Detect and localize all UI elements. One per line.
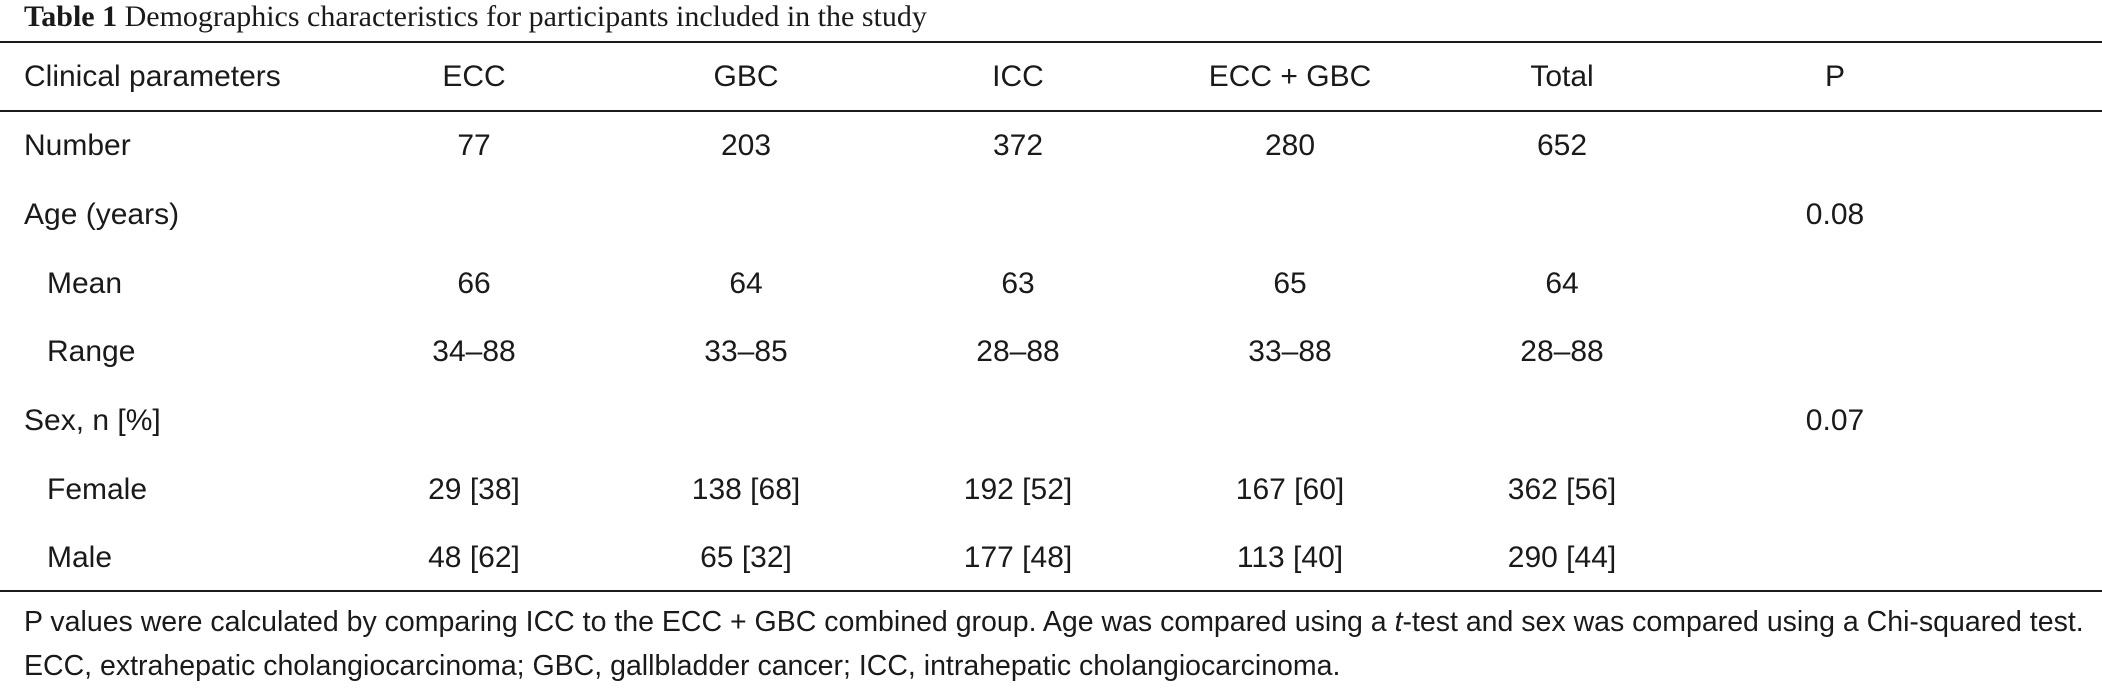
table-row-range: Range 34–88 33–85 28–88 33–88 28–88 <box>0 318 2102 387</box>
cell-ecc-gbc <box>1154 181 1426 250</box>
footnote-text-1: P values were calculated by comparing IC… <box>24 606 1395 638</box>
cell-gbc: 203 <box>720 129 772 163</box>
table-top-rule <box>0 41 2102 43</box>
row-label: Range <box>47 335 136 369</box>
cell-ecc-gbc: 167 [60] <box>1235 472 1345 506</box>
cell-p <box>1698 455 2102 524</box>
cell-total: 290 [44] <box>1507 541 1617 575</box>
cell-icc <box>882 181 1154 250</box>
row-label: Female <box>47 472 148 506</box>
table-bottom-rule <box>0 590 2102 592</box>
cell-ecc: 34–88 <box>432 335 516 369</box>
cell-gbc <box>610 387 882 456</box>
cell-p <box>1698 524 2102 593</box>
cell-icc: 63 <box>1001 266 1035 300</box>
table-row-male: Male 48 [62] 65 [32] 177 [48] 113 [40] 2… <box>0 524 2102 593</box>
cell-ecc: 66 <box>457 266 491 300</box>
cell-gbc: 138 [68] <box>691 472 801 506</box>
table-caption: Table 1 Demographics characteristics for… <box>24 0 927 38</box>
footnote-italic-t: t <box>1394 606 1403 638</box>
cell-ecc: 48 [62] <box>428 541 520 575</box>
header-clinical-parameters: Clinical parameters <box>0 44 338 112</box>
cell-ecc-gbc: 33–88 <box>1248 335 1332 369</box>
cell-gbc: 64 <box>729 266 763 300</box>
cell-p: 0.08 <box>1805 198 1865 232</box>
cell-gbc: 33–85 <box>704 335 788 369</box>
cell-ecc-gbc: 65 <box>1273 266 1307 300</box>
cell-p <box>1698 249 2102 318</box>
cell-ecc <box>338 181 610 250</box>
cell-total <box>1426 181 1698 250</box>
row-label: Mean <box>47 266 123 300</box>
row-label: Male <box>47 541 113 575</box>
row-label: Number <box>24 129 131 163</box>
cell-icc: 177 [48] <box>963 541 1073 575</box>
table-row-mean: Mean 66 64 63 65 64 <box>0 249 2102 318</box>
header-ecc: ECC <box>338 44 610 112</box>
cell-gbc <box>610 181 882 250</box>
table-footnote: P values were calculated by comparing IC… <box>24 600 2084 688</box>
cell-icc <box>882 387 1154 456</box>
footnote-text-2: -test and sex was compared using a Chi-s… <box>24 606 2084 682</box>
table-header-row: Clinical parameters ECC GBC ICC ECC + GB… <box>0 44 2102 112</box>
header-p: P <box>1698 44 2102 112</box>
cell-total: 64 <box>1545 266 1579 300</box>
cell-icc: 28–88 <box>976 335 1060 369</box>
header-total: Total <box>1426 44 1698 112</box>
row-label: Age (years) <box>24 198 180 232</box>
cell-ecc <box>338 387 610 456</box>
cell-icc: 192 [52] <box>963 472 1073 506</box>
cell-icc: 372 <box>992 129 1044 163</box>
cell-total: 28–88 <box>1520 335 1604 369</box>
table-row-female: Female 29 [38] 138 [68] 192 [52] 167 [60… <box>0 455 2102 524</box>
cell-total: 362 [56] <box>1507 472 1617 506</box>
demographics-table: Clinical parameters ECC GBC ICC ECC + GB… <box>0 44 2102 593</box>
cell-p: 0.07 <box>1805 404 1865 438</box>
table-row-age: Age (years) 0.08 <box>0 181 2102 250</box>
cell-p <box>1698 318 2102 387</box>
table-caption-text: Demographics characteristics for partici… <box>124 0 927 33</box>
header-gbc: GBC <box>610 44 882 112</box>
cell-gbc: 65 [32] <box>700 541 792 575</box>
header-ecc-gbc: ECC + GBC <box>1154 44 1426 112</box>
table-caption-label: Table 1 <box>24 0 118 33</box>
cell-ecc-gbc: 280 <box>1264 129 1316 163</box>
cell-total <box>1426 387 1698 456</box>
row-label: Sex, n [%] <box>24 404 161 438</box>
cell-total: 652 <box>1536 129 1588 163</box>
table-row-number: Number 77 203 372 280 652 <box>0 111 2102 181</box>
cell-p <box>1698 111 2102 181</box>
cell-ecc-gbc <box>1154 387 1426 456</box>
header-icc: ICC <box>882 44 1154 112</box>
table-row-sex: Sex, n [%] 0.07 <box>0 387 2102 456</box>
cell-ecc: 29 [38] <box>428 472 520 506</box>
cell-ecc-gbc: 113 [40] <box>1236 541 1344 575</box>
cell-ecc: 77 <box>457 129 491 163</box>
